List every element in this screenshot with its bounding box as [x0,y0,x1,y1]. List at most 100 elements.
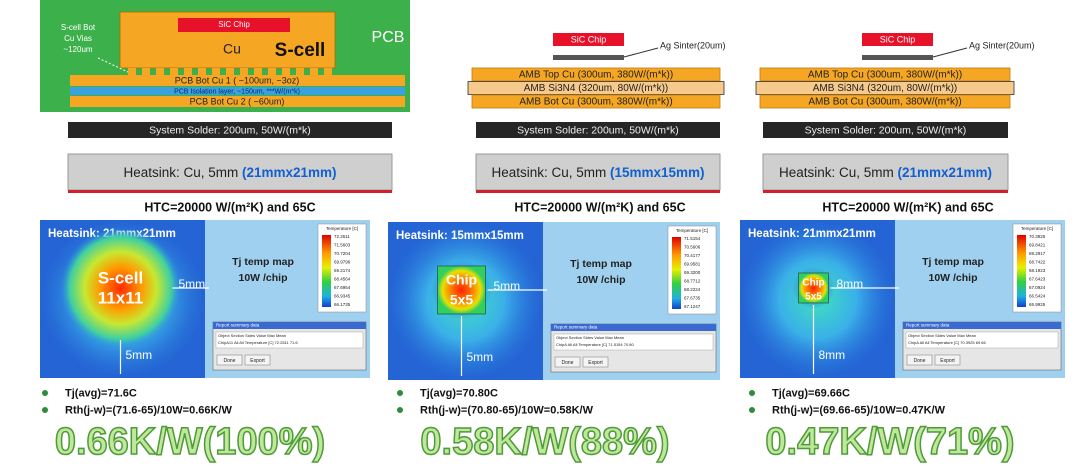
heatsink [67,153,393,191]
amb-layer [467,81,725,95]
dialog-row: ChipA All All Temperature [C] 71.5154 70… [556,342,635,347]
leader [623,47,659,58]
dialog-table [553,333,714,351]
heatsink [762,153,1009,191]
amb-layer [759,94,1011,109]
legend-value: 69.9796 [334,260,351,265]
sinter-label: Ag Sinter(20um) [969,40,1035,50]
legend-value: 71.5603 [334,243,351,248]
amb-layer [471,67,721,82]
bullet-text: Rth(j-w)=(70.80-65)/10W=0.58K/W [420,404,594,416]
legend-value: 67.1247 [684,304,701,309]
legend-value: 71.5154 [684,236,701,241]
ag-sinter [862,55,933,60]
via [156,68,164,75]
heatsink-edge [763,190,1008,193]
solder-label: System Solder: 200um, 50W/(m*k) [805,124,967,136]
legend-value: 68.1923 [1029,268,1046,273]
bullet-dot [749,390,755,396]
dialog-button-label: Done [562,360,574,366]
layer-label: PCB Isolation layer, ~150um, ***W/(m*k) [174,88,300,95]
legend-value: 66.5424 [1029,294,1046,299]
bullet-dot [397,390,403,396]
via-label: S-cell Bot [61,23,96,32]
gap-label: 5mm [126,348,153,362]
legend-value: 67.6735 [684,296,701,301]
heatsink-label: Heatsink: Cu, 5mm (21mmx21mm) [779,165,992,180]
layer-label: PCB Bot Cu 1 ( ~100um, ~3oz) [175,75,300,85]
legend-value: 69.2917 [1029,251,1046,256]
system-solder [476,122,720,138]
legend-value: 66.1735 [334,302,351,307]
colorbar [1017,235,1026,307]
tj-map-label: Tj temp map [570,258,632,270]
dialog-button [216,354,243,366]
dialog-button [906,354,933,366]
legend-value: 70.5606 [684,245,701,250]
dialog-row: ChipA All All Temperature [C] 70.3925 69… [908,340,987,345]
via [170,68,178,75]
dialog-button-label: Export [250,358,265,364]
amb-layer [759,67,1011,82]
htc-label: HTC=20000 W/(m²K) and 65C [514,200,685,214]
via [142,68,150,75]
ag-sinter [553,55,624,60]
dialog-button [554,356,581,368]
chip-label: SiC Chip [218,20,250,29]
legend-value: 69.3200 [684,270,701,275]
heatsink-text: Heatsink: Cu, 5mm [491,165,610,180]
amb-layer [755,81,1015,95]
layer-label: PCB Bot Cu 2 ( ~60um) [190,96,285,106]
heatsink-size: (21mmx21mm) [898,165,993,180]
dialog-button [582,356,609,368]
legend-title: Temperature [C] [1021,226,1053,231]
solder-label: System Solder: 200um, 50W/(m*k) [149,124,311,136]
colorbar [672,237,681,309]
label: Cu [223,41,241,57]
bullet-dot [749,407,755,413]
pcb-layer [70,75,405,86]
bullet-text: Tj(avg)=70.80C [420,387,498,399]
chip-size: 11x11 [98,288,143,307]
label: S-cell [275,40,326,61]
chip-size: 5x5 [450,292,474,308]
dialog-table [215,331,364,349]
via [310,68,318,75]
htc-label: HTC=20000 W/(m²K) and 65C [822,200,993,214]
dialog-head: Object Section Sides Value Max Mean [556,335,624,340]
layer-label: AMB Top Cu (300um, 380W/(m*k)) [808,70,962,81]
heatsink-size: (15mmx15mm) [610,165,705,180]
chip-name: S-cell [98,268,143,287]
chip-footprint [798,272,829,304]
legend-value: 70.4177 [684,253,701,258]
heatsink-size: (21mmx21mm) [242,165,337,180]
bullet-text: Rth(j-w)=(71.6-65)/10W=0.66K/W [65,404,232,416]
via [296,68,304,75]
chip-name: Chip [446,272,477,288]
gap-label: 5mm [467,350,494,364]
via [184,68,192,75]
legend-value: 68.7712 [684,279,701,284]
legend-value: 70.3925 [1029,234,1046,239]
chip-footprint [437,265,486,315]
tj-map-label: 10W /chip [576,274,625,286]
tj-map-label: 10W /chip [928,272,977,284]
htc-label: HTC=20000 W/(m²K) and 65C [144,200,315,214]
gap-label: 8mm [837,277,864,291]
hot-zone [60,228,181,348]
via [198,68,206,75]
legend-value: 67.0924 [1029,285,1046,290]
system-solder [763,122,1008,138]
map-title: Heatsink: 21mmx21mm [748,228,876,240]
dialog-title: Report summary data [554,325,598,330]
bullet-text: Rth(j-w)=(69.66-65)/10W=0.47K/W [772,404,946,416]
heatsink-text: Heatsink: Cu, 5mm [123,165,242,180]
dialog-button [934,354,961,366]
legend-title: Temperature [C] [326,226,358,231]
system-solder [68,122,392,138]
gap-label: 8mm [819,348,846,362]
pcb-layer [70,87,405,95]
chip-size: 5x5 [805,292,822,303]
heatsink-label: Heatsink: Cu, 5mm (21mmx21mm) [123,165,336,180]
bullet-dot [397,407,403,413]
